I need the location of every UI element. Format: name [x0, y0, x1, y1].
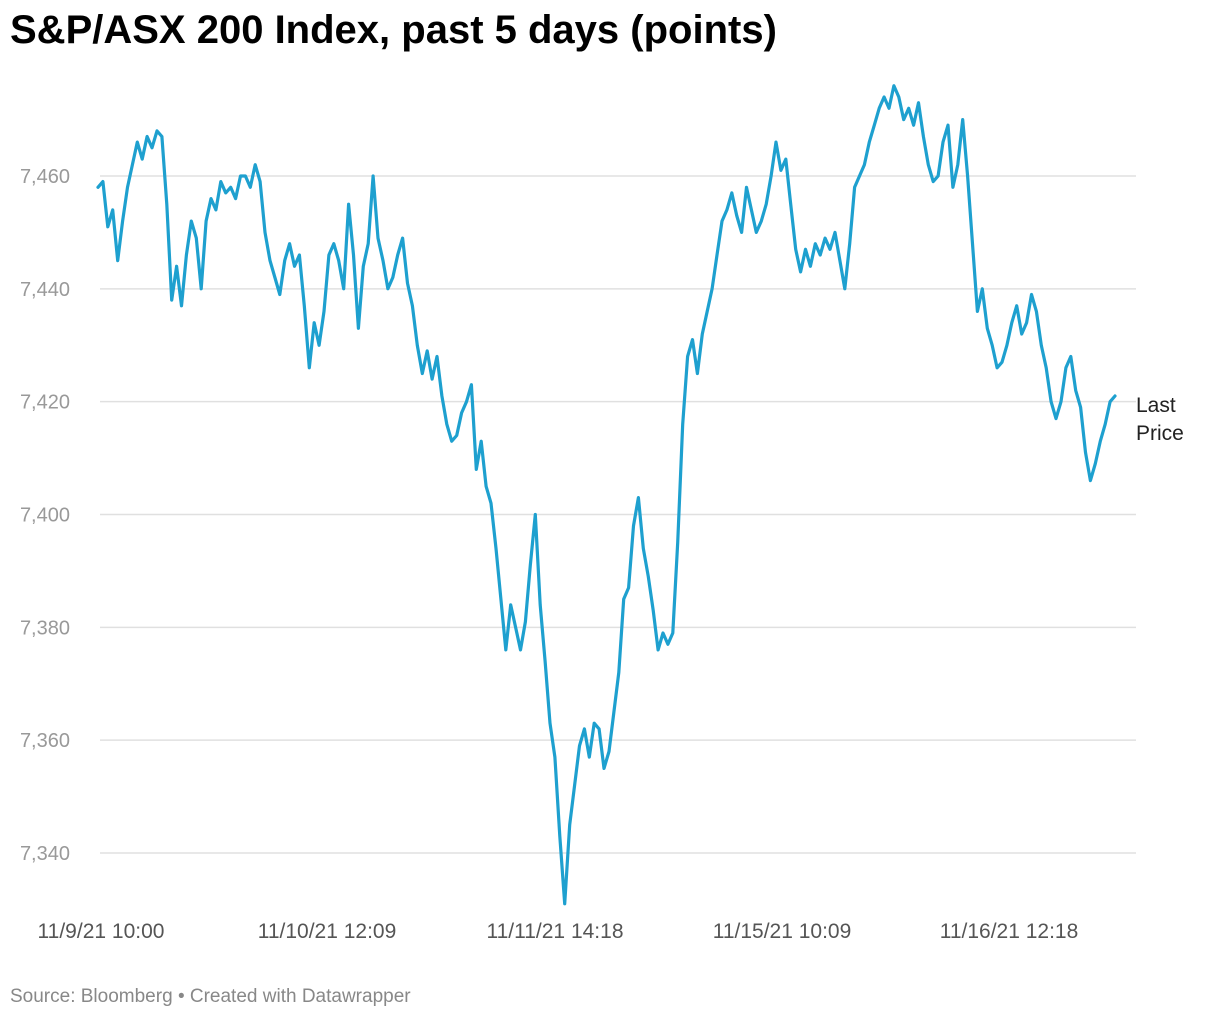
- source-text: Source: Bloomberg: [10, 986, 173, 1007]
- y-tick-label: 7,420: [20, 392, 70, 414]
- x-tick-label: 11/10/21 12:09: [258, 920, 397, 943]
- y-axis-ticks: 7,340 7,360 7,380 7,400 7,420 7,440 7,460: [20, 166, 70, 865]
- chart-footer: Source: Bloomberg • Created with Datawra…: [10, 986, 411, 1008]
- x-axis-ticks: 11/9/21 10:00 11/10/21 12:09 11/11/21 14:1…: [38, 920, 1079, 943]
- line-chart: 7,340 7,360 7,380 7,400 7,420 7,440 7,460 11/9…: [20, 84, 1184, 943]
- y-tick-label: 7,380: [20, 617, 70, 639]
- series-line: [96, 84, 1117, 906]
- x-tick-label: 11/16/21 12:18: [940, 920, 1079, 943]
- y-tick-label: 7,400: [20, 505, 70, 527]
- x-tick-label: 11/11/21 14:18: [486, 920, 623, 943]
- y-tick-label: 7,340: [20, 843, 70, 865]
- x-tick-label: 11/15/21 10:09: [713, 920, 852, 943]
- credit-text: Created with Datawrapper: [189, 986, 411, 1007]
- annotation-line-1: Last: [1136, 394, 1176, 417]
- last-price-annotation: Last Price: [1136, 394, 1184, 445]
- gridlines: [100, 175, 1136, 854]
- annotation-line-2: Price: [1136, 422, 1184, 445]
- footer-separator: •: [177, 986, 185, 1007]
- y-tick-label: 7,460: [20, 166, 70, 188]
- y-tick-label: 7,360: [20, 730, 70, 752]
- y-tick-label: 7,440: [20, 279, 70, 301]
- series-layer: [96, 84, 1117, 906]
- chart-title: S&P/ASX 200 Index, past 5 days (points): [10, 8, 777, 52]
- x-tick-label: 11/9/21 10:00: [38, 920, 165, 943]
